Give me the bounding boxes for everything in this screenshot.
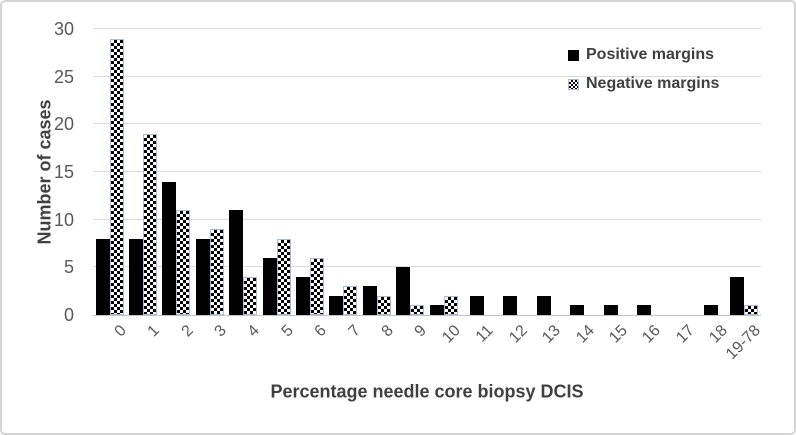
- legend-marker-negative-margins: [568, 78, 579, 90]
- x-tick-label: 7: [345, 322, 364, 341]
- x-tick-label: 13: [539, 322, 564, 347]
- x-tick-label: 3: [211, 322, 230, 341]
- x-tick-label: 1: [144, 322, 164, 341]
- bar-positive-margins: [296, 276, 311, 315]
- bar-negative-margins: [276, 238, 291, 315]
- bar-positive-margins: [570, 305, 585, 315]
- x-tick-label: 19-78: [723, 322, 765, 363]
- legend-label: Positive margins: [586, 46, 715, 63]
- bar-positive-margins: [329, 295, 344, 315]
- bar-group: [93, 29, 126, 315]
- bar-group: [160, 29, 193, 315]
- bar-negative-margins: [410, 305, 425, 315]
- gridline: [93, 171, 761, 172]
- gridline: [93, 75, 761, 77]
- bar-negative-margins: [243, 276, 258, 315]
- gridline: [93, 218, 761, 220]
- legend-item: Positive margins: [568, 46, 719, 64]
- x-tick-label: 14: [572, 322, 598, 347]
- x-tick-label: 10: [439, 322, 464, 347]
- bar-positive-margins: [262, 257, 277, 315]
- legend-item: Negative margins: [568, 75, 719, 93]
- bar-positive-margins: [603, 305, 618, 315]
- y-tick-label: 15: [53, 162, 74, 182]
- bar-group: [227, 29, 260, 315]
- plot-area: [93, 28, 761, 316]
- x-tick-label: 4: [244, 322, 264, 341]
- bar-positive-margins: [95, 238, 110, 315]
- y-tick-label: 20: [53, 114, 74, 135]
- bar-positive-margins: [129, 238, 144, 315]
- bar-group: [494, 29, 527, 315]
- x-tick-label: 11: [473, 322, 498, 346]
- bar-group: [193, 29, 226, 315]
- bar-positive-margins: [195, 238, 210, 315]
- bar-positive-margins: [429, 305, 444, 315]
- bar-group: [293, 29, 326, 315]
- bar-positive-margins: [362, 286, 377, 315]
- bar-group: [728, 29, 761, 315]
- x-tick-label: 17: [672, 322, 698, 347]
- bar-group: [594, 29, 627, 315]
- bar-group: [561, 29, 594, 315]
- x-tick-label: 8: [378, 322, 397, 341]
- x-tick-label: 18: [706, 322, 731, 347]
- bar-negative-margins: [310, 257, 325, 315]
- y-tick-label: 5: [63, 257, 74, 278]
- bar-positive-margins: [470, 295, 485, 315]
- x-axis-title: Percentage needle core biopsy DCIS: [270, 381, 584, 402]
- x-tick-label: 0: [111, 322, 130, 341]
- y-tick-label: 10: [53, 209, 74, 230]
- bar-positive-margins: [162, 181, 177, 315]
- bar-positive-margins: [536, 295, 551, 315]
- y-tick-label: 25: [53, 66, 74, 87]
- bar-group: [460, 29, 493, 315]
- bar-positive-margins: [396, 267, 411, 315]
- bar-negative-margins: [176, 210, 191, 315]
- x-axis-ticks: 0 1 2 3 4 5 6 7 8 9 10 11 12 13 14 15 16 17 18 19-78: [93, 315, 764, 375]
- bar-positive-margins: [703, 305, 718, 315]
- y-tick-label: 30: [53, 19, 74, 39]
- bar-group: [126, 29, 159, 315]
- bar-positive-margins: [503, 295, 518, 315]
- y-tick-label: 0: [63, 305, 74, 325]
- bar-group: [327, 29, 360, 315]
- bar-group: [260, 29, 293, 315]
- x-tick-label: 9: [411, 322, 431, 341]
- bar-positive-margins: [637, 305, 652, 315]
- bar-negative-margins: [443, 295, 458, 315]
- bar-negative-margins: [744, 305, 759, 315]
- legend-marker-positive-margins: [568, 49, 579, 61]
- bar-negative-margins: [109, 38, 124, 315]
- bar-positive-margins: [730, 276, 745, 315]
- bar-group: [360, 29, 393, 315]
- gridline: [93, 28, 761, 29]
- bar-group: [694, 29, 727, 315]
- bar-group: [527, 29, 560, 315]
- x-tick-label: 12: [505, 322, 531, 347]
- bar-group: [394, 29, 427, 315]
- bar-negative-margins: [376, 295, 391, 315]
- bar-negative-margins: [209, 229, 224, 315]
- legend: Positive margins Negative margins: [568, 46, 719, 93]
- bar-positive-margins: [229, 210, 244, 315]
- x-tick-label: 15: [606, 322, 631, 347]
- gridline: [93, 123, 761, 125]
- bar-negative-margins: [343, 286, 358, 315]
- x-tick-label: 2: [178, 322, 197, 341]
- x-tick-label: 16: [639, 322, 665, 347]
- y-axis-ticks: 0 5 10 15 20 25 30: [2, 19, 82, 325]
- legend-label: Negative margins: [586, 75, 720, 92]
- bar-negative-margins: [143, 133, 158, 315]
- bar-group: [427, 29, 460, 315]
- x-tick-label: 5: [278, 322, 297, 341]
- gridline: [93, 266, 761, 268]
- bar-group: [627, 29, 660, 315]
- x-tick-label: 6: [311, 322, 331, 341]
